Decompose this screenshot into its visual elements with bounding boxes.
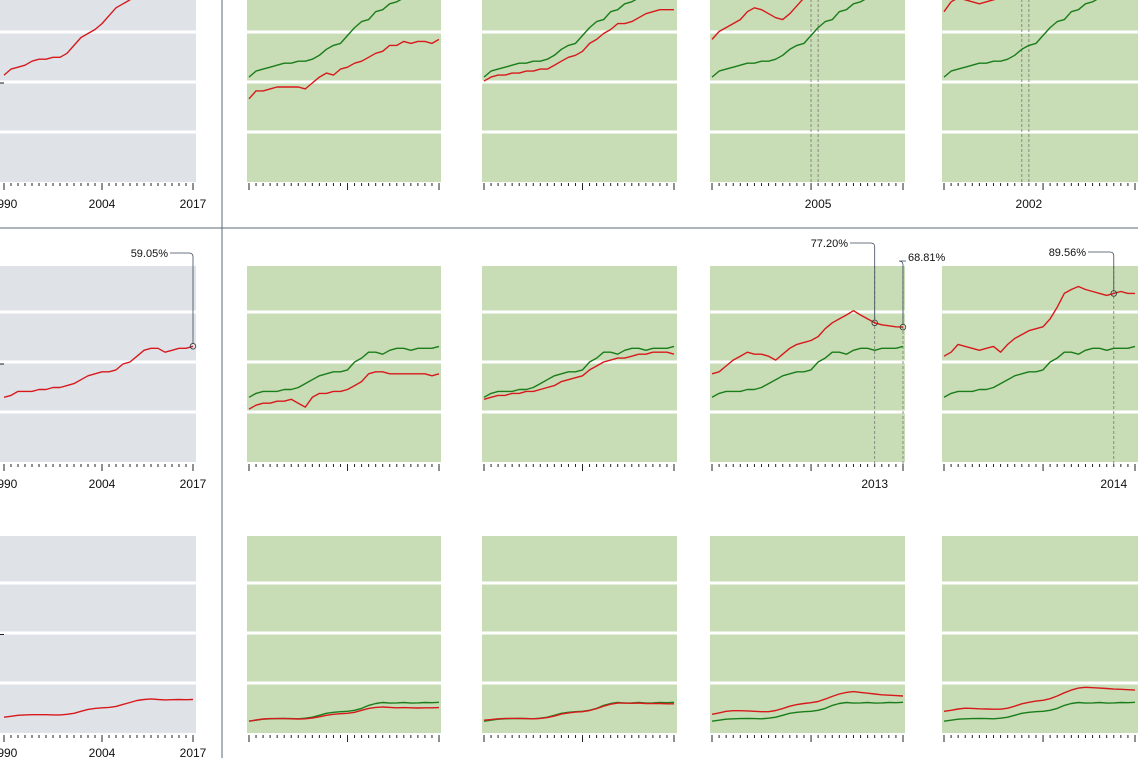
panel-r2-p4: 2013 77.20% 68.81%	[710, 238, 946, 491]
annotation-leader	[1088, 251, 1115, 291]
x-tick-label: 1990	[0, 477, 18, 491]
panel-background	[942, 266, 1138, 462]
panel-r3-p1: 1990 2004 2017	[0, 536, 207, 758]
annotation-label: 89.56%	[1049, 247, 1087, 259]
x-tick-label: 2017	[180, 197, 207, 211]
x-tick-label: 2014	[1100, 477, 1127, 491]
series-line-green	[483, 345, 675, 398]
series-line-green	[483, 0, 637, 78]
series-line-green	[943, 701, 1136, 722]
x-tick-label: 2004	[89, 746, 116, 758]
annotation-label: 59.05%	[131, 248, 169, 260]
series-line-red	[711, 310, 904, 375]
series-line-red	[248, 371, 440, 410]
series-line-red	[483, 351, 675, 400]
series-line-red	[248, 706, 440, 722]
series-line-red	[3, 698, 194, 718]
annotation-point	[1110, 290, 1117, 297]
series-line-red	[3, 345, 194, 398]
panel-r3-p4	[710, 536, 905, 742]
x-tick-label: 1990	[0, 197, 18, 211]
panel-r1-p1: 1990 2004 2017	[0, 0, 207, 211]
series-line-green	[711, 701, 904, 722]
annotation-leader	[898, 260, 906, 325]
series-line-red	[943, 285, 1135, 357]
x-tick-label: 2004	[89, 197, 116, 211]
series-line-green	[711, 0, 866, 78]
annotation-label: 68.81%	[908, 252, 946, 264]
series-line-green	[248, 345, 440, 398]
x-tick-label: 2002	[1016, 197, 1043, 211]
series-line-green	[943, 345, 1136, 398]
panel-background	[247, 0, 441, 182]
series-line-red	[711, 690, 904, 715]
panel-r1-p3	[482, 0, 677, 190]
series-line-red	[483, 702, 674, 721]
x-tick-label: 2013	[861, 477, 888, 491]
series-line-green	[943, 0, 1098, 78]
series-line-red	[3, 0, 131, 76]
annotation-leader	[850, 242, 876, 320]
annotation-point	[899, 323, 907, 331]
panel-background	[942, 0, 1138, 182]
series-line-red	[711, 0, 804, 40]
panel-r2-p1: 1990 2004 2017 59.05%	[0, 248, 207, 491]
panel-r1-p5: 2002	[942, 0, 1138, 211]
panel-background	[247, 266, 441, 462]
panel-r2-p3	[482, 266, 677, 471]
panel-background	[482, 0, 677, 182]
x-tick-label: 1990	[0, 746, 18, 758]
panel-r3-p2	[247, 536, 441, 742]
series-line-red	[483, 8, 674, 82]
panel-r3-p5	[942, 536, 1138, 742]
panel-r3-p3	[482, 536, 677, 742]
annotation-point	[189, 343, 197, 350]
annotation-leader	[170, 252, 194, 344]
x-tick-label: 2017	[180, 477, 207, 491]
panel-r1-p2	[247, 0, 441, 190]
panel-background	[710, 0, 905, 182]
panel-background	[710, 266, 905, 462]
annotation-point	[871, 319, 878, 327]
annotation-label: 77.20%	[811, 238, 849, 250]
x-tick-label: 2004	[89, 477, 116, 491]
series-line-red	[943, 686, 1136, 712]
panel-r2-p2	[247, 266, 441, 471]
panel-r1-p4: 2005	[710, 0, 905, 211]
series-line-green	[711, 345, 904, 398]
series-line-green	[248, 0, 402, 78]
panel-r2-p5: 2014 89.56%	[942, 247, 1138, 491]
series-line-red	[943, 0, 996, 13]
x-tick-label: 2005	[805, 197, 832, 211]
panel-background	[482, 266, 677, 462]
series-line-red	[248, 38, 440, 100]
x-tick-label: 2017	[180, 746, 207, 758]
panel-background	[0, 266, 196, 462]
panel-background	[0, 0, 196, 182]
